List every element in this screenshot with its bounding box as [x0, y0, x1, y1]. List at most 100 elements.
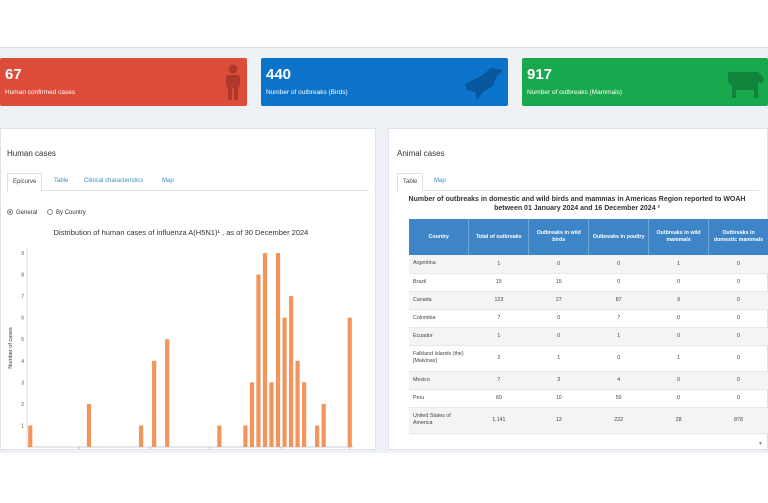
tab-table[interactable]: Table — [54, 178, 69, 184]
country-cell: Canada — [409, 291, 469, 310]
value-cell: 27 — [528, 291, 589, 310]
value-cell: 50 — [588, 389, 649, 408]
card-label: Human confirmed cases — [5, 89, 76, 96]
card-mammal-outbreaks: 917 Number of outbreaks (Mammals) — [522, 58, 768, 106]
value-cell: 7 — [468, 309, 529, 328]
y-axis-label: Number of cases — [8, 327, 14, 369]
value-cell: 0 — [648, 327, 709, 346]
bar — [269, 382, 274, 447]
value-cell: 9 — [648, 291, 709, 310]
y-tick-label: 9 — [21, 251, 24, 257]
table-title-line-2: between 01 January 2024 and 16 December … — [494, 205, 660, 212]
value-cell: 878 — [708, 407, 768, 434]
card-human-cases: 67 Human confirmed cases — [0, 58, 247, 106]
table-row: Argentina 1 0 0 1 0 — [409, 255, 768, 274]
bar — [28, 425, 33, 447]
table-header-row: Country Total of outbreaks Outbreaks in wi… — [409, 219, 768, 255]
y-tick-label: 5 — [21, 337, 24, 343]
value-cell: 13 — [528, 407, 589, 434]
y-tick-label: 3 — [21, 380, 24, 386]
y-tick-label: 2 — [21, 402, 24, 408]
value-cell: 1 — [648, 345, 709, 372]
column-header[interactable]: Outbreaks in poultry — [588, 219, 650, 255]
bar — [165, 339, 170, 447]
y-tick-label: 6 — [21, 316, 24, 322]
human-cases-panel: Human cases Epicurve Table Clinical char… — [0, 128, 376, 450]
value-cell: 0 — [708, 291, 768, 310]
value-cell: 0 — [708, 273, 768, 292]
radio-dot — [47, 209, 54, 215]
value-cell: 7 — [468, 371, 529, 390]
scroll-down-arrow[interactable]: ▼ — [758, 441, 763, 447]
value-cell: 3 — [528, 371, 589, 390]
country-cell: Peru — [409, 389, 469, 408]
value-cell: 1 — [528, 345, 589, 372]
value-cell: 1,141 — [468, 407, 529, 434]
value-cell: 15 — [468, 273, 529, 292]
tab-epicurve[interactable]: Epicurve — [7, 173, 43, 192]
bar — [139, 425, 144, 447]
tab-table[interactable]: Table — [397, 173, 424, 192]
bird-icon — [465, 68, 503, 100]
value-cell: 0 — [648, 309, 709, 328]
table-body: Argentina 1 0 0 1 0 Brazil 15 15 0 0 0 Canada 123 27 87… — [409, 255, 768, 434]
card-label: Number of outbreaks (Birds) — [266, 89, 348, 96]
bar — [275, 253, 281, 447]
value-cell: 0 — [588, 345, 649, 372]
country-cell: Brazil — [409, 273, 469, 292]
table-row: Ecuador 1 0 1 0 0 — [409, 327, 768, 346]
value-cell: 1 — [468, 327, 529, 346]
value-cell: 0 — [708, 309, 768, 328]
value-cell: 0 — [528, 327, 589, 346]
column-header[interactable]: Total of outbreaks — [468, 219, 530, 255]
column-header[interactable]: Outbreaks in wild mammals — [648, 219, 710, 255]
tab-clinical-characteristics[interactable]: Clinical characteristics — [84, 178, 144, 184]
card-label: Number of outbreaks (Mammals) — [527, 89, 622, 96]
card-number: 440 — [266, 66, 292, 83]
radio-country-label: By Country — [56, 210, 86, 216]
tab-map[interactable]: Map — [434, 178, 446, 184]
column-header[interactable]: Outbreaks in wild birds — [528, 219, 590, 255]
card-number: 67 — [5, 66, 22, 83]
card-bird-outbreaks: 440 Number of outbreaks (Birds) — [261, 58, 508, 106]
bar — [302, 382, 307, 447]
chart-title: Distribution of human cases of influenza… — [53, 228, 309, 237]
bar — [282, 317, 287, 447]
value-cell: 0 — [528, 255, 589, 274]
column-header[interactable]: Outbreaks in domestic mammals — [708, 219, 768, 255]
animal-cases-panel: Animal cases Table Map Number of outbrea… — [388, 128, 768, 450]
value-cell: 0 — [648, 389, 709, 408]
epicurve-chart: 1234567892024/182024/272024/352024/44202… — [8, 249, 353, 449]
value-cell: 60 — [468, 389, 529, 408]
table-row: Mexico 7 3 4 0 0 — [409, 371, 768, 390]
country-cell: Ecuador — [409, 327, 469, 346]
country-cell: United States of America — [409, 407, 469, 434]
table-title-line-1: Number of outbreaks in domestic and wild… — [408, 196, 746, 203]
column-header[interactable]: Country — [409, 219, 470, 255]
cattle-icon — [728, 72, 764, 98]
country-cell: Falkland Islands (the) [Malvinas] — [409, 345, 469, 372]
value-cell: 0 — [708, 345, 768, 372]
outbreaks-table: Country Total of outbreaks Outbreaks in wi… — [409, 219, 768, 434]
tab-map[interactable]: Map — [162, 178, 174, 184]
value-cell: 222 — [588, 407, 649, 434]
bar — [315, 425, 320, 447]
bar — [86, 403, 92, 447]
country-cell: Argentina — [409, 255, 469, 274]
value-cell: 7 — [588, 309, 649, 328]
value-cell: 0 — [708, 255, 768, 274]
value-cell: 0 — [588, 255, 649, 274]
value-cell: 15 — [528, 273, 589, 292]
bar — [217, 425, 222, 447]
radio-general[interactable]: General — [7, 209, 37, 216]
country-cell: Mexico — [409, 371, 469, 390]
value-cell: 1 — [648, 255, 709, 274]
radio-by-country[interactable]: By Country — [47, 209, 86, 216]
panel-title: Animal cases — [397, 149, 445, 158]
y-tick-label: 7 — [21, 294, 24, 300]
value-cell: 1 — [588, 327, 649, 346]
bar — [256, 274, 261, 447]
value-cell: 4 — [588, 371, 649, 390]
table-row: Colombia 7 0 7 0 0 — [409, 309, 768, 328]
country-cell: Colombia — [409, 309, 469, 328]
